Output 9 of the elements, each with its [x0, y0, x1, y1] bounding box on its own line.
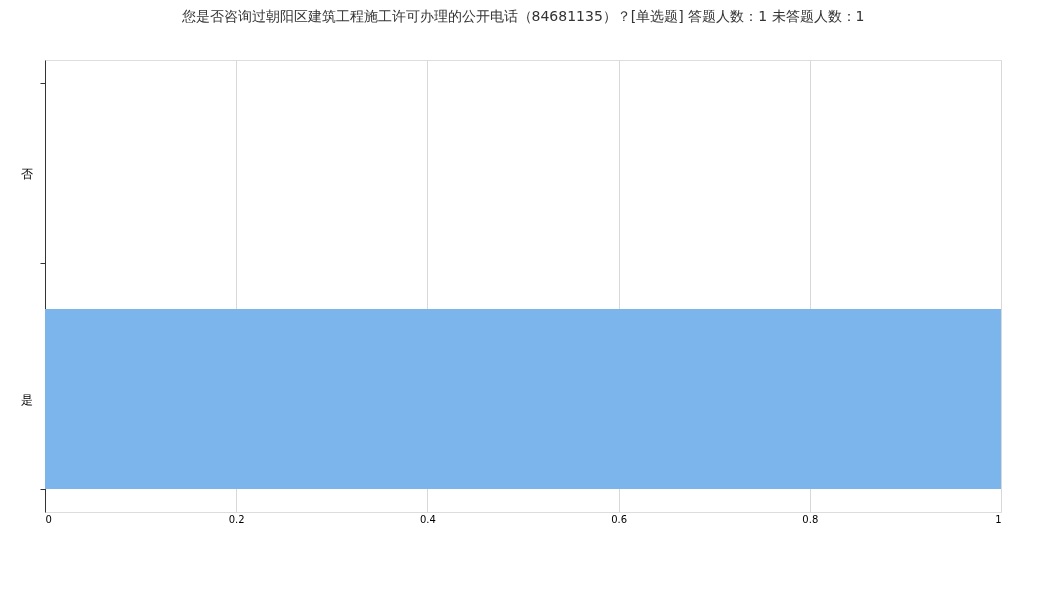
- x-tick-label: 1: [995, 513, 1002, 525]
- x-tick-label: 0.2: [228, 513, 245, 525]
- chart-title: 您是否咨询过朝阳区建筑工程施工许可办理的公开电话（84681135）？[单选题] 答题人数：1 未答题人数：1: [180, 8, 865, 24]
- y-tick-label: 是: [20, 392, 33, 407]
- x-tick-label: 0: [45, 513, 52, 525]
- y-tick-label: 否: [20, 166, 33, 181]
- x-tick-label: 0.4: [419, 513, 436, 525]
- x-tick-label: 0.8: [802, 513, 819, 525]
- x-tick-label: 0.6: [611, 513, 628, 525]
